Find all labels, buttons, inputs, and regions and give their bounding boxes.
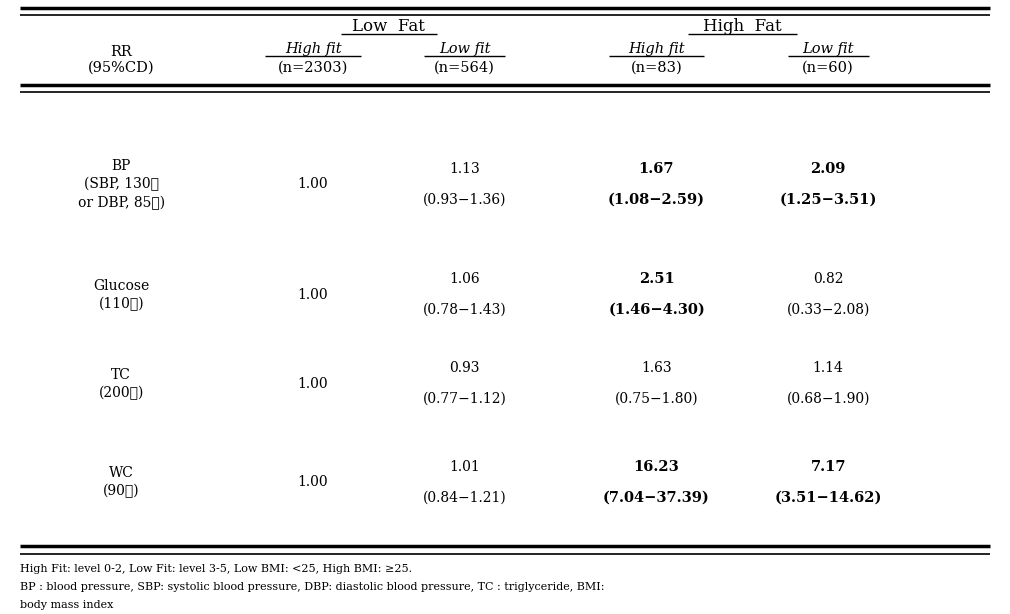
Text: or DBP, 85≧): or DBP, 85≧) <box>78 195 165 210</box>
Text: (n=564): (n=564) <box>434 61 495 74</box>
Text: (0.68−1.90): (0.68−1.90) <box>787 392 870 406</box>
Text: 1.01: 1.01 <box>449 460 480 473</box>
Text: High fit: High fit <box>628 42 685 56</box>
Text: (SBP, 130≧: (SBP, 130≧ <box>84 177 159 192</box>
Text: 2.09: 2.09 <box>810 162 846 176</box>
Text: 1.63: 1.63 <box>641 362 672 375</box>
Text: 0.93: 0.93 <box>449 362 480 375</box>
Text: High Fit: level 0-2, Low Fit: level 3-5, Low BMI: <25, High BMI: ≥25.: High Fit: level 0-2, Low Fit: level 3-5,… <box>20 564 412 573</box>
Text: 16.23: 16.23 <box>633 460 680 473</box>
Text: (n=60): (n=60) <box>802 61 854 74</box>
Text: WC: WC <box>109 466 133 480</box>
Text: (90≧): (90≧) <box>103 484 139 499</box>
Text: (1.46−4.30): (1.46−4.30) <box>608 303 705 317</box>
Text: 1.00: 1.00 <box>298 177 328 191</box>
Text: (0.93−1.36): (0.93−1.36) <box>423 193 506 206</box>
Text: BP: BP <box>111 159 131 173</box>
Text: (0.33−2.08): (0.33−2.08) <box>787 303 870 317</box>
Text: Low  Fat: Low Fat <box>352 18 425 35</box>
Text: Low fit: Low fit <box>803 42 853 56</box>
Text: (0.78−1.43): (0.78−1.43) <box>423 303 506 317</box>
Text: RR: RR <box>110 45 132 59</box>
Text: (n=83): (n=83) <box>630 61 683 74</box>
Text: (3.51−14.62): (3.51−14.62) <box>775 491 882 504</box>
Text: TC: TC <box>111 368 131 381</box>
Text: (110≧): (110≧) <box>98 297 144 311</box>
Text: Glucose: Glucose <box>93 279 149 292</box>
Text: 1.06: 1.06 <box>449 273 480 286</box>
Text: 2.51: 2.51 <box>638 273 675 286</box>
Text: BP : blood pressure, SBP: systolic blood pressure, DBP: diastolic blood pressure: BP : blood pressure, SBP: systolic blood… <box>20 582 605 592</box>
Text: (1.08−2.59): (1.08−2.59) <box>608 193 705 206</box>
Text: High fit: High fit <box>285 42 341 56</box>
Text: 0.82: 0.82 <box>813 273 843 286</box>
Text: High  Fat: High Fat <box>703 18 782 35</box>
Text: body mass index: body mass index <box>20 600 113 610</box>
Text: (0.84−1.21): (0.84−1.21) <box>423 491 506 504</box>
Text: (200≧): (200≧) <box>99 386 143 400</box>
Text: (1.25−3.51): (1.25−3.51) <box>780 193 877 206</box>
Text: Low fit: Low fit <box>439 42 490 56</box>
Text: 1.00: 1.00 <box>298 288 328 301</box>
Text: (95%CD): (95%CD) <box>88 61 155 74</box>
Text: 1.67: 1.67 <box>638 162 675 176</box>
Text: (n=2303): (n=2303) <box>278 61 348 74</box>
Text: 1.14: 1.14 <box>813 362 843 375</box>
Text: (7.04−37.39): (7.04−37.39) <box>603 491 710 504</box>
Text: 1.00: 1.00 <box>298 475 328 489</box>
Text: (0.75−1.80): (0.75−1.80) <box>615 392 698 406</box>
Text: 7.17: 7.17 <box>810 460 846 473</box>
Text: 1.13: 1.13 <box>449 162 480 176</box>
Text: (0.77−1.12): (0.77−1.12) <box>422 392 507 406</box>
Text: 1.00: 1.00 <box>298 377 328 391</box>
